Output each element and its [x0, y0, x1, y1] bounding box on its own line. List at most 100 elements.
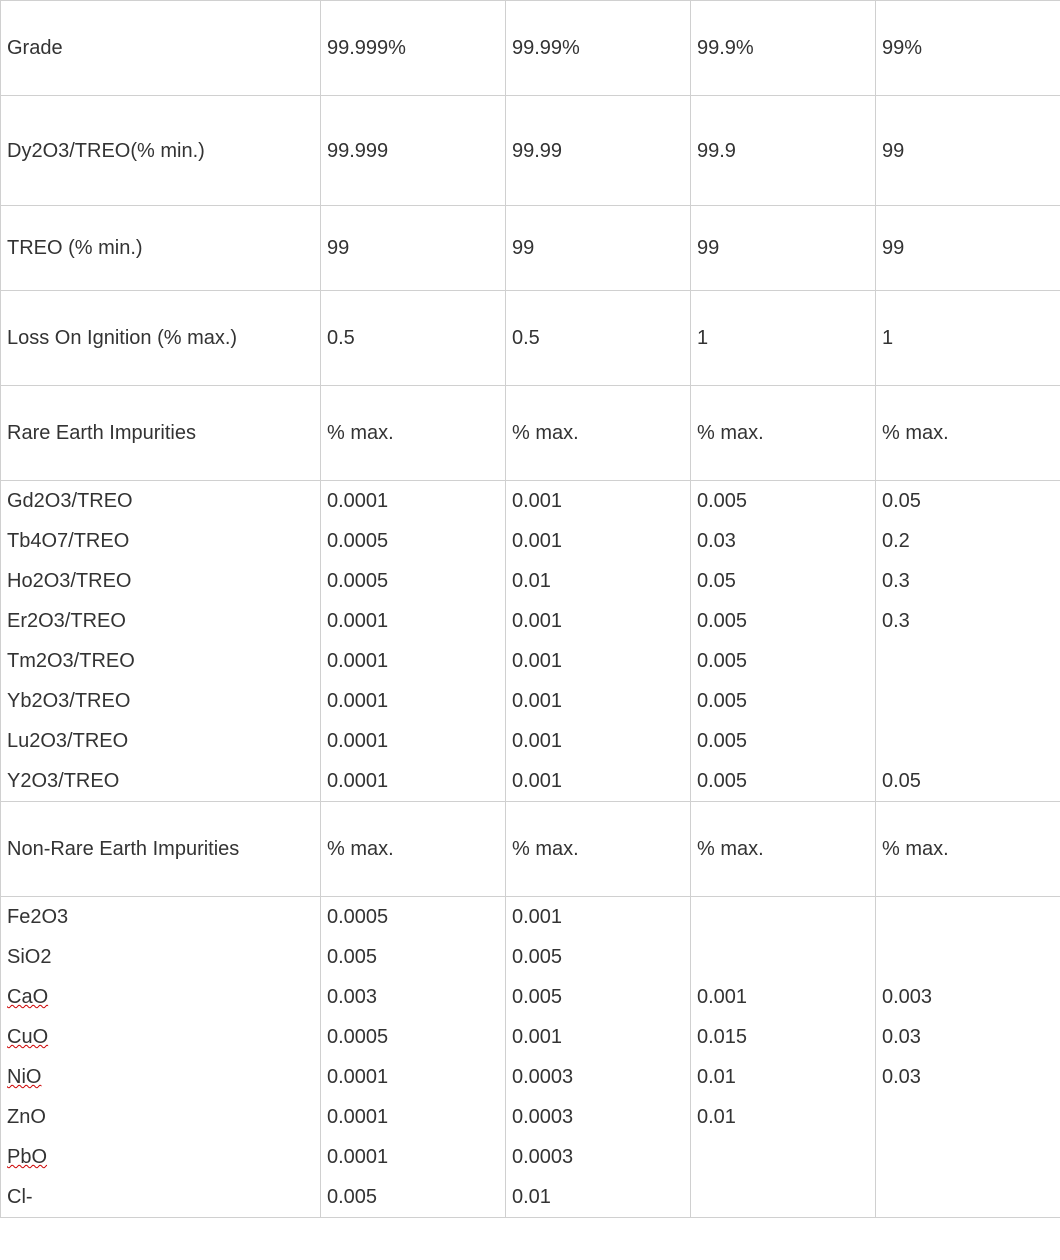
cell-value: 99.9	[691, 96, 876, 206]
row-label: Dy2O3/TREO(% min.)	[1, 96, 321, 206]
cell-value: 0.0003	[506, 1137, 691, 1177]
spec-table: Grade99.999%99.99%99.9%99% Dy2O3/TREO(% m…	[0, 0, 1060, 1218]
cell-value: 0.005	[321, 1177, 506, 1218]
cell-value	[876, 1097, 1060, 1137]
row-label: Fe2O3	[1, 897, 321, 938]
cell-value	[691, 897, 876, 938]
cell-value: 0.05	[876, 761, 1060, 802]
row-label: Loss On Ignition (% max.)	[1, 291, 321, 386]
cell-value	[876, 897, 1060, 938]
cell-value: 0.0005	[321, 1017, 506, 1057]
cell-value: 0.5	[321, 291, 506, 386]
cell-value: 0.0001	[321, 641, 506, 681]
cell-value: 0.001	[506, 1017, 691, 1057]
cell-value: 99	[321, 206, 506, 291]
cell-value: 0.005	[691, 721, 876, 761]
cell-value: 99.9%	[691, 1, 876, 96]
cell-value: 99.999%	[321, 1, 506, 96]
cell-value: 99.99%	[506, 1, 691, 96]
cell-value: 0.003	[321, 977, 506, 1017]
row-label: NiO	[1, 1057, 321, 1097]
row-label: Cl-	[1, 1177, 321, 1218]
row-label: TREO (% min.)	[1, 206, 321, 291]
cell-value: 0.001	[506, 521, 691, 561]
cell-value: % max.	[321, 386, 506, 481]
cell-value: 0.005	[506, 977, 691, 1017]
cell-value: 0.0001	[321, 761, 506, 802]
cell-value: 0.0001	[321, 1137, 506, 1177]
cell-value: 0.03	[691, 521, 876, 561]
cell-value: 0.0001	[321, 601, 506, 641]
cell-value: 0.01	[506, 1177, 691, 1218]
cell-value: 0.005	[691, 601, 876, 641]
cell-value: 0.005	[691, 761, 876, 802]
row-label: Grade	[1, 1, 321, 96]
row-label: Rare Earth Impurities	[1, 386, 321, 481]
cell-value: 0.005	[321, 937, 506, 977]
cell-value	[876, 1177, 1060, 1218]
row-label: Ho2O3/TREO	[1, 561, 321, 601]
cell-value: 99.99	[506, 96, 691, 206]
cell-value: % max.	[321, 802, 506, 897]
cell-value: 0.01	[691, 1057, 876, 1097]
cell-value: % max.	[691, 802, 876, 897]
cell-value: 0.0005	[321, 561, 506, 601]
cell-value: 0.3	[876, 561, 1060, 601]
cell-value: 99	[876, 206, 1060, 291]
cell-value: 99.999	[321, 96, 506, 206]
cell-value	[876, 681, 1060, 721]
cell-value: % max.	[691, 386, 876, 481]
cell-value: 0.0001	[321, 681, 506, 721]
row-label: Er2O3/TREO	[1, 601, 321, 641]
cell-value: 0.0005	[321, 897, 506, 938]
cell-value: 0.001	[691, 977, 876, 1017]
row-label: Y2O3/TREO	[1, 761, 321, 802]
cell-value: 99	[876, 96, 1060, 206]
cell-value: 0.0001	[321, 1097, 506, 1137]
cell-value	[876, 641, 1060, 681]
cell-value: 0.005	[691, 641, 876, 681]
cell-value: 0.01	[691, 1097, 876, 1137]
cell-value: 0.015	[691, 1017, 876, 1057]
row-label: CaO	[1, 977, 321, 1017]
cell-value: 0.0005	[321, 521, 506, 561]
row-label: Tm2O3/TREO	[1, 641, 321, 681]
row-label: SiO2	[1, 937, 321, 977]
cell-value: 0.03	[876, 1057, 1060, 1097]
cell-value: 0.05	[876, 481, 1060, 522]
cell-value: 1	[876, 291, 1060, 386]
cell-value: 0.001	[506, 601, 691, 641]
cell-value	[876, 721, 1060, 761]
row-label: Non-Rare Earth Impurities	[1, 802, 321, 897]
cell-value: 0.0001	[321, 481, 506, 522]
row-label: ZnO	[1, 1097, 321, 1137]
cell-value: 0.001	[506, 897, 691, 938]
row-label: Tb4O7/TREO	[1, 521, 321, 561]
cell-value: 99	[691, 206, 876, 291]
cell-value: % max.	[876, 386, 1060, 481]
cell-value: 0.005	[691, 681, 876, 721]
cell-value: 99	[506, 206, 691, 291]
cell-value: 0.2	[876, 521, 1060, 561]
cell-value: 0.001	[506, 761, 691, 802]
cell-value: 0.005	[691, 481, 876, 522]
cell-value: 0.0003	[506, 1057, 691, 1097]
cell-value: 0.0001	[321, 721, 506, 761]
cell-value: 0.001	[506, 681, 691, 721]
cell-value: 0.0001	[321, 1057, 506, 1097]
cell-value: 0.001	[506, 641, 691, 681]
row-label: Lu2O3/TREO	[1, 721, 321, 761]
cell-value: % max.	[506, 386, 691, 481]
cell-value: 0.01	[506, 561, 691, 601]
cell-value: 99%	[876, 1, 1060, 96]
cell-value: 0.03	[876, 1017, 1060, 1057]
cell-value: 0.3	[876, 601, 1060, 641]
cell-value: 0.001	[506, 481, 691, 522]
cell-value	[876, 937, 1060, 977]
row-label: CuO	[1, 1017, 321, 1057]
cell-value: 0.005	[506, 937, 691, 977]
cell-value	[691, 1177, 876, 1218]
cell-value: 0.0003	[506, 1097, 691, 1137]
row-label: Yb2O3/TREO	[1, 681, 321, 721]
cell-value: 0.5	[506, 291, 691, 386]
